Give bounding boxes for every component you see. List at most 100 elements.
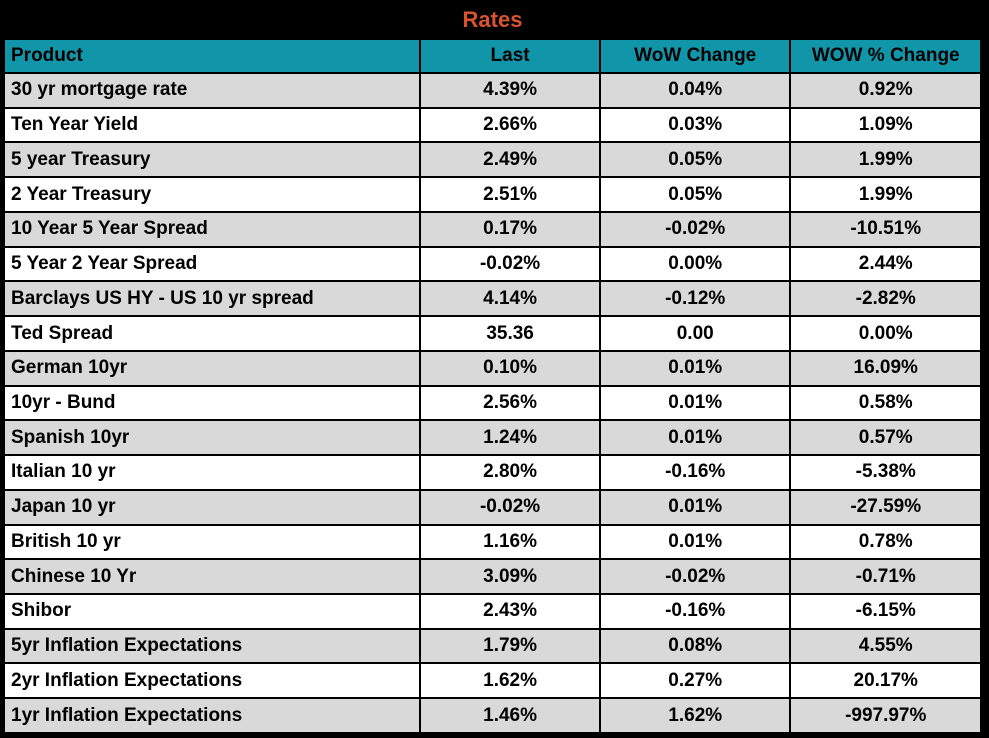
table-row: Chinese 10 Yr 3.09% -0.02% -0.71% <box>2 558 982 596</box>
last-cell: 1.24% <box>419 419 601 457</box>
wow-pct-change-cell: -2.82% <box>789 280 982 318</box>
table-row: British 10 yr 1.16% 0.01% 0.78% <box>2 523 982 561</box>
product-cell: Italian 10 yr <box>2 454 422 491</box>
product-cell: 2yr Inflation Expectations <box>2 662 422 700</box>
wow-change-cell: 0.01% <box>598 384 792 422</box>
column-header-wow-change: WoW Change <box>598 38 792 74</box>
last-cell: 2.43% <box>419 593 601 630</box>
wow-change-cell: 0.01% <box>598 349 792 387</box>
wow-change-cell: 0.00 <box>598 315 792 352</box>
product-cell: 1yr Inflation Expectations <box>2 697 422 734</box>
wow-pct-change-cell: -6.15% <box>789 593 982 630</box>
table-row: 30 yr mortgage rate 4.39% 0.04% 0.92% <box>2 72 982 109</box>
column-header-wow-pct-change: WOW % Change <box>789 38 982 74</box>
wow-change-cell: 0.05% <box>598 141 792 179</box>
last-cell: 3.09% <box>419 558 601 596</box>
product-cell: Ted Spread <box>2 315 422 352</box>
last-cell: 1.46% <box>419 697 601 734</box>
wow-change-cell: 0.00% <box>598 245 792 283</box>
wow-pct-change-cell: -5.38% <box>789 454 982 491</box>
table-row: 5 year Treasury 2.49% 0.05% 1.99% <box>2 141 982 179</box>
column-header-last: Last <box>419 38 601 74</box>
wow-change-cell: 0.08% <box>598 627 792 665</box>
title-bar: Rates <box>3 2 982 38</box>
product-cell: Shibor <box>2 593 422 630</box>
last-cell: 0.17% <box>419 210 601 248</box>
last-cell: 0.10% <box>419 349 601 387</box>
wow-change-cell: -0.02% <box>598 558 792 596</box>
wow-pct-change-cell: -0.71% <box>789 558 982 596</box>
product-cell: 5 Year 2 Year Spread <box>2 245 422 283</box>
wow-change-cell: 0.04% <box>598 72 792 109</box>
column-header-product: Product <box>2 38 422 74</box>
table-row: Barclays US HY - US 10 yr spread 4.14% -0.… <box>2 280 982 318</box>
last-cell: 2.66% <box>419 106 601 144</box>
last-cell: 4.14% <box>419 280 601 318</box>
product-cell: Barclays US HY - US 10 yr spread <box>2 280 422 318</box>
product-cell: German 10yr <box>2 349 422 387</box>
last-cell: 2.56% <box>419 384 601 422</box>
table-row: German 10yr 0.10% 0.01% 16.09% <box>2 349 982 387</box>
wow-pct-change-cell: 20.17% <box>789 662 982 700</box>
wow-pct-change-cell: 0.57% <box>789 419 982 457</box>
product-cell: Japan 10 yr <box>2 488 422 526</box>
product-cell: 5 year Treasury <box>2 141 422 179</box>
last-cell: 2.51% <box>419 176 601 213</box>
wow-pct-change-cell: -10.51% <box>789 210 982 248</box>
wow-change-cell: 0.03% <box>598 106 792 144</box>
table-body: 30 yr mortgage rate 4.39% 0.04% 0.92% Ten Ye… <box>2 72 982 734</box>
rates-table: Product Last WoW Change WOW % Change 30 … <box>2 38 982 734</box>
product-cell: 5yr Inflation Expectations <box>2 627 422 665</box>
table-title: Rates <box>462 7 523 32</box>
wow-change-cell: -0.02% <box>598 210 792 248</box>
last-cell: -0.02% <box>419 245 601 283</box>
table-row: Japan 10 yr -0.02% 0.01% -27.59% <box>2 488 982 526</box>
wow-change-cell: 0.01% <box>598 523 792 561</box>
product-cell: 2 Year Treasury <box>2 176 422 213</box>
last-cell: 2.49% <box>419 141 601 179</box>
table-row: 2yr Inflation Expectations 1.62% 0.27% 20.1… <box>2 662 982 700</box>
last-cell: 1.16% <box>419 523 601 561</box>
wow-pct-change-cell: 1.09% <box>789 106 982 144</box>
product-cell: British 10 yr <box>2 523 422 561</box>
wow-pct-change-cell: 4.55% <box>789 627 982 665</box>
wow-pct-change-cell: -997.97% <box>789 697 982 734</box>
wow-change-cell: 0.01% <box>598 419 792 457</box>
wow-pct-change-cell: -27.59% <box>789 488 982 526</box>
last-cell: 1.79% <box>419 627 601 665</box>
wow-change-cell: 0.27% <box>598 662 792 700</box>
product-cell: 10 Year 5 Year Spread <box>2 210 422 248</box>
table-row: 10yr - Bund 2.56% 0.01% 0.58% <box>2 384 982 422</box>
wow-change-cell: -0.12% <box>598 280 792 318</box>
wow-pct-change-cell: 0.00% <box>789 315 982 352</box>
table-row: 1yr Inflation Expectations 1.46% 1.62% -997… <box>2 697 982 734</box>
product-cell: 10yr - Bund <box>2 384 422 422</box>
table-row: 5 Year 2 Year Spread -0.02% 0.00% 2.44% <box>2 245 982 283</box>
last-cell: 35.36 <box>419 315 601 352</box>
table-row: 5yr Inflation Expectations 1.79% 0.08% 4.55… <box>2 627 982 665</box>
wow-pct-change-cell: 2.44% <box>789 245 982 283</box>
table-row: Shibor 2.43% -0.16% -6.15% <box>2 593 982 630</box>
last-cell: 2.80% <box>419 454 601 491</box>
wow-pct-change-cell: 16.09% <box>789 349 982 387</box>
last-cell: 1.62% <box>419 662 601 700</box>
last-cell: -0.02% <box>419 488 601 526</box>
last-cell: 4.39% <box>419 72 601 109</box>
table-row: 2 Year Treasury 2.51% 0.05% 1.99% <box>2 176 982 213</box>
wow-pct-change-cell: 0.92% <box>789 72 982 109</box>
header-row: Product Last WoW Change WOW % Change <box>2 38 982 74</box>
table-row: 10 Year 5 Year Spread 0.17% -0.02% -10.51% <box>2 210 982 248</box>
product-cell: Spanish 10yr <box>2 419 422 457</box>
wow-pct-change-cell: 0.78% <box>789 523 982 561</box>
product-cell: Chinese 10 Yr <box>2 558 422 596</box>
wow-change-cell: 0.01% <box>598 488 792 526</box>
wow-change-cell: 1.62% <box>598 697 792 734</box>
table-row: Ten Year Yield 2.66% 0.03% 1.09% <box>2 106 982 144</box>
wow-pct-change-cell: 0.58% <box>789 384 982 422</box>
wow-change-cell: 0.05% <box>598 176 792 213</box>
table-row: Spanish 10yr 1.24% 0.01% 0.57% <box>2 419 982 457</box>
product-cell: 30 yr mortgage rate <box>2 72 422 109</box>
table-row: Italian 10 yr 2.80% -0.16% -5.38% <box>2 454 982 491</box>
wow-pct-change-cell: 1.99% <box>789 176 982 213</box>
